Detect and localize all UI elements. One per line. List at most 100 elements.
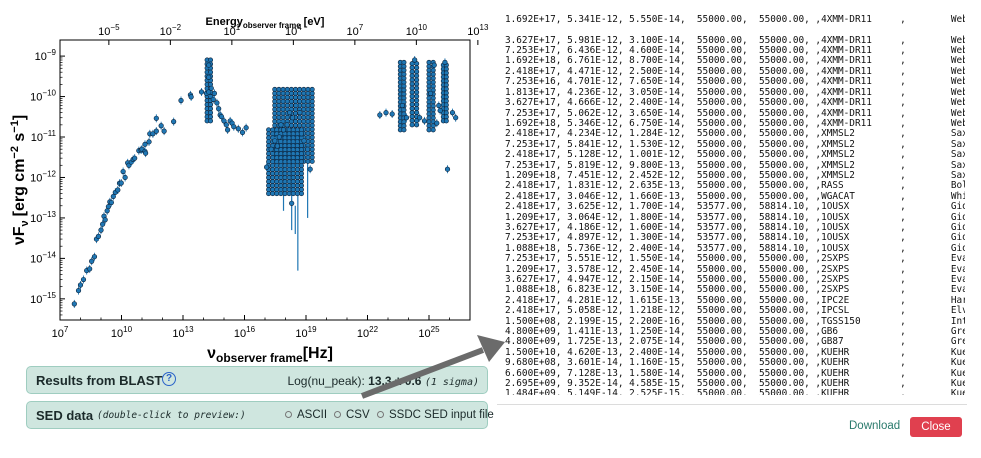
data-point [208, 106, 214, 112]
help-icon[interactable]: ? [162, 372, 176, 386]
table-row: 4.800E+09, 1.725E-13, 2.075E-14, 55000.0… [505, 336, 965, 348]
y-tick-label: 10−14 [30, 250, 56, 265]
y-tick-label: 10−9 [35, 48, 57, 63]
data-point [208, 114, 214, 120]
table-row: 3.627E+17, 5.981E-12, 3.100E-14, 55000.0… [505, 34, 965, 46]
table-row: 7.253E+17, 5.819E-12, 9.800E-13, 55000.0… [505, 159, 965, 171]
table-row: 2.418E+17, 5.058E-12, 1.218E-12, 55000.0… [505, 305, 965, 317]
data-point [214, 100, 220, 106]
data-point [276, 134, 282, 140]
table-row: 1.813E+17, 4.236E-12, 3.050E-14, 55000.0… [505, 86, 965, 98]
data-point [100, 221, 106, 227]
data-point [409, 118, 415, 124]
table-row: 2.418E+17, 3.046E-12, 1.660E-13, 55000.0… [505, 190, 965, 202]
sed-plot: 107 1010 1013 1016 1019 1022 1025 10−5 10−2 101 10… [9, 16, 489, 365]
data-point [409, 89, 415, 95]
table-row: 1.500E+10, 4.620E-13, 2.400E-14, 55000.0… [505, 346, 965, 358]
data-point [298, 191, 304, 197]
data-point [178, 97, 184, 104]
data-point [208, 110, 214, 116]
sed-data-panel: SED data (double-click to preview:) ASCI… [26, 401, 494, 429]
data-point [414, 122, 420, 128]
data-point [426, 127, 432, 133]
table-row: 7.253E+16, 4.701E-12, 7.650E-14, 55000.0… [505, 76, 965, 88]
data-point [115, 187, 121, 193]
blast-title: Results from BLAST [36, 373, 163, 388]
table-row: 1.484E+09, 5.149E-14, 2.525E-15, 55000.0… [505, 388, 965, 395]
data-point [399, 102, 405, 109]
data-point [389, 111, 395, 117]
data-point [266, 191, 272, 197]
data-point [294, 191, 300, 197]
sed-data-title: SED data [36, 408, 94, 423]
close-button[interactable]: Close [910, 417, 962, 437]
radio-icon [285, 411, 292, 419]
sigma-note: (1 sigma) [424, 377, 479, 388]
y-tick-label: 10−10 [30, 89, 56, 104]
data-point [102, 217, 108, 223]
download-button[interactable]: Download [849, 420, 901, 432]
data-point [436, 102, 442, 109]
radio-icon [377, 411, 384, 419]
x-tick-label: 1022 [357, 325, 379, 340]
data-point [449, 110, 456, 116]
data-point [95, 233, 102, 239]
data-point [409, 106, 415, 112]
y-tick-label: 10−15 [30, 291, 56, 306]
sed-marks-layer [71, 56, 459, 308]
table-row: 1.209E+18, 7.451E-12, 2.452E-12, 55000.0… [505, 169, 965, 181]
data-point [77, 282, 84, 288]
data-point [414, 77, 420, 83]
data-point [289, 115, 296, 121]
table-row: 1.088E+18, 6.823E-12, 3.150E-14, 55000.0… [505, 284, 965, 296]
data-point [80, 276, 87, 283]
data-point [132, 155, 138, 161]
format-option-ssdc[interactable]: SSDC SED input file [377, 409, 494, 421]
data-point [122, 174, 128, 181]
data-point [409, 110, 415, 116]
data-point [120, 168, 126, 175]
data-point [243, 125, 249, 131]
y-tick-label: 10−12 [30, 169, 56, 184]
table-row: 6.600E+09, 7.128E-13, 1.580E-14, 55000.0… [505, 367, 965, 379]
data-point [118, 180, 124, 186]
table-row: 9.680E+08, 3.601E-14, 1.160E-15, 55000.0… [505, 357, 965, 369]
x-tick-label: 1019 [295, 325, 317, 340]
table-row: 2.418E+17, 4.471E-12, 2.500E-14, 55000.0… [505, 65, 965, 77]
table-row: 1.500E+08, 2.199E-15, 2.200E-16, 55000.0… [505, 315, 965, 327]
data-point [225, 127, 231, 133]
data-point [153, 128, 159, 134]
data-point [414, 97, 420, 103]
data-point [421, 118, 428, 124]
data-point [414, 85, 420, 91]
data-point [414, 101, 420, 107]
data-point [409, 81, 415, 87]
data-point [305, 158, 311, 164]
table-row: 1.209E+17, 3.578E-12, 2.450E-14, 55000.0… [505, 263, 965, 275]
data-point [91, 254, 98, 260]
data-point [428, 90, 434, 96]
sed-data-hint: (double-click to preview:) [97, 410, 246, 421]
data-point [150, 131, 156, 137]
data-point [414, 106, 420, 112]
data-point [383, 110, 389, 116]
data-point [208, 118, 214, 124]
format-option-ascii[interactable]: ASCII [285, 409, 327, 421]
data-point [409, 85, 415, 91]
data-point [409, 65, 415, 71]
data-point [403, 115, 410, 121]
top-tick-label: 104 [285, 23, 302, 38]
table-row: 7.253E+17, 5.841E-12, 1.530E-12, 55000.0… [505, 138, 965, 150]
data-point [409, 93, 415, 99]
table-row: 2.418E+17, 4.234E-12, 1.284E-12, 55000.0… [505, 128, 965, 140]
table-row: 2.418E+17, 4.281E-12, 1.615E-13, 55000.0… [505, 294, 965, 306]
format-option-csv[interactable]: CSV [334, 409, 370, 421]
data-point [231, 124, 237, 130]
data-point [208, 102, 214, 108]
data-point [309, 158, 315, 164]
table-row: 1.692E+18, 6.761E-12, 8.700E-14, 55000.0… [505, 55, 965, 67]
data-point [188, 94, 194, 100]
data-point [158, 123, 164, 129]
nu-peak-result: Log(nu_peak): 13.3 ± 0.6 (1 sigma) [287, 374, 479, 388]
sed-data-preview[interactable]: 1.692E+17, 5.341E-12, 5.550E-14, 55000.0… [505, 0, 965, 395]
